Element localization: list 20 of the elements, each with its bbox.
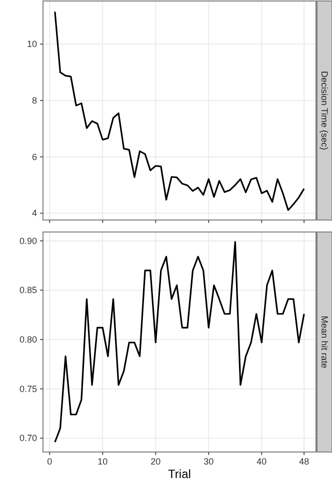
y-tick-label: 8 [32,95,37,106]
y-tick-label: 0.70 [19,433,37,444]
x-axis-title: Trial [168,467,191,480]
x-tick-label: 10 [98,456,108,466]
line-series [54,241,305,443]
y-tick-label: 10 [26,39,37,50]
y-tick-label: 4 [32,208,37,218]
x-tick-label: 30 [204,456,214,466]
y-tick-label: 0.80 [19,334,37,344]
x-tick-label: 40 [256,456,267,466]
y-tick-label: 6 [32,152,37,162]
y-axis-title: Mean hit rate [320,316,330,368]
x-tick-label: 48 [299,456,310,466]
y-tick-label: 0.75 [19,384,37,394]
y-tick-label: 0.85 [19,285,37,296]
line-series [54,10,305,211]
y-tick-label: 0.90 [19,236,37,246]
x-tick-label: 0 [47,456,52,466]
x-tick-label: 20 [150,456,161,466]
y-axis-title: Decision Time (sec) [320,70,330,150]
